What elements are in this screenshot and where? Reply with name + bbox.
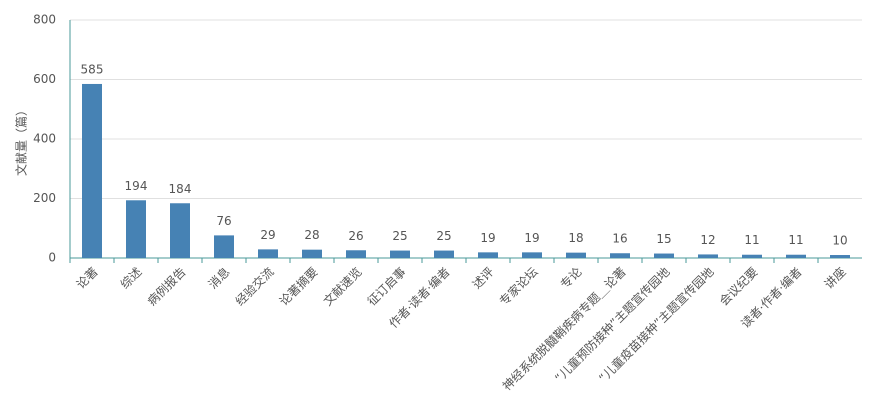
bar — [82, 83, 102, 259]
value-label: 25 — [436, 229, 451, 243]
bar — [170, 203, 190, 258]
bar — [390, 250, 410, 258]
value-label: 12 — [700, 233, 715, 247]
bar — [346, 250, 366, 258]
value-label: 194 — [125, 179, 148, 193]
x-tick-label: 论著 — [74, 265, 101, 292]
x-tick-label: 经验交流 — [232, 264, 277, 309]
bar — [258, 249, 278, 258]
y-tick-label: 200 — [33, 191, 56, 205]
value-label: 18 — [568, 231, 583, 245]
value-label: 25 — [392, 229, 407, 243]
value-label: 28 — [304, 228, 319, 242]
bar — [786, 254, 806, 258]
value-label: 76 — [216, 214, 231, 228]
value-label: 15 — [656, 232, 671, 246]
value-label: 26 — [348, 229, 363, 243]
bar — [654, 253, 674, 258]
bar — [302, 249, 322, 258]
y-tick-label: 0 — [48, 251, 56, 265]
x-tick-label: 专家论坛 — [496, 264, 541, 309]
x-tick-label: 征订启事 — [365, 265, 409, 309]
y-tick-label: 800 — [33, 13, 56, 27]
bar — [610, 253, 630, 258]
bar — [478, 252, 498, 258]
value-label: 19 — [524, 231, 539, 245]
x-tick-label: 专论 — [557, 264, 585, 292]
value-label: 16 — [612, 232, 627, 246]
value-label: 11 — [788, 233, 803, 247]
bar — [126, 200, 146, 258]
bar — [522, 252, 542, 258]
value-label: 11 — [744, 233, 759, 247]
y-tick-label: 600 — [33, 72, 56, 86]
x-tick-label: 会议纪要 — [717, 265, 761, 309]
bar — [698, 254, 718, 258]
value-label: 19 — [480, 231, 495, 245]
bar — [830, 255, 850, 258]
x-tick-label: 消息 — [205, 264, 233, 292]
bar — [742, 254, 762, 258]
x-tick-label: 综述 — [118, 265, 145, 292]
value-label: 184 — [169, 182, 192, 196]
bar — [434, 250, 454, 258]
x-tick-label: 病例报告 — [144, 264, 189, 309]
x-tick-label: 述评 — [470, 265, 497, 292]
value-label: 10 — [832, 234, 847, 248]
x-tick-label: 文献速览 — [320, 264, 365, 309]
y-tick-label: 400 — [33, 132, 56, 146]
value-label: 29 — [260, 228, 275, 242]
bar — [214, 235, 234, 258]
x-tick-label: 论著摘要 — [276, 264, 321, 309]
bar — [566, 252, 586, 258]
y-axis-title: 文献量（篇） — [14, 104, 29, 176]
x-tick-label: 讲座 — [821, 264, 849, 292]
value-label: 585 — [81, 62, 104, 76]
